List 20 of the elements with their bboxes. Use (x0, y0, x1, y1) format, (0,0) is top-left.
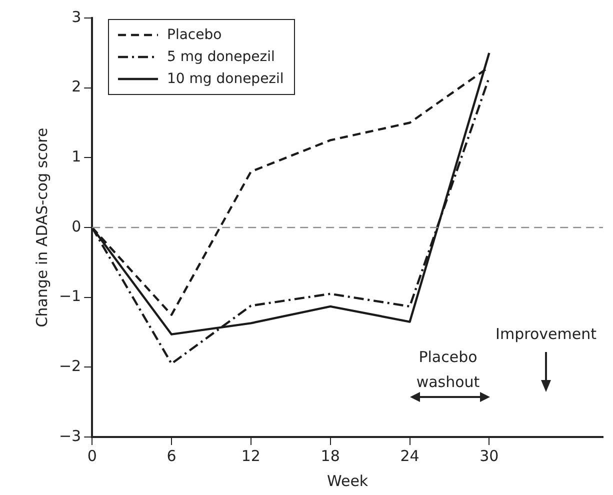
x-axis-title: Week (327, 472, 368, 490)
legend-label: 5 mg donepezil (167, 49, 275, 65)
y-tick-label: −3 (58, 426, 82, 445)
x-tick-label: 12 (241, 446, 260, 465)
x-tick-label: 30 (480, 446, 499, 465)
x-tick-label: 24 (400, 446, 420, 465)
y-tick-label: 0 (72, 217, 82, 236)
legend-label: 10 mg donepezil (167, 71, 284, 87)
y-tick-label: 1 (72, 148, 82, 166)
x-tick-label: 0 (87, 446, 97, 465)
y-axis-title: Change in ADAS-cog score (32, 128, 51, 328)
legend-label: Placebo (167, 27, 222, 43)
y-tick-label: 2 (72, 78, 82, 96)
y-tick-label: −2 (58, 357, 82, 376)
x-tick-label: 6 (166, 446, 176, 465)
y-tick-label: 3 (72, 8, 82, 26)
annotation: Improvement (494, 325, 598, 343)
x-tick-label: 18 (320, 446, 340, 465)
annotation: Placebo washout (415, 347, 481, 393)
y-tick-label: −1 (58, 287, 82, 306)
